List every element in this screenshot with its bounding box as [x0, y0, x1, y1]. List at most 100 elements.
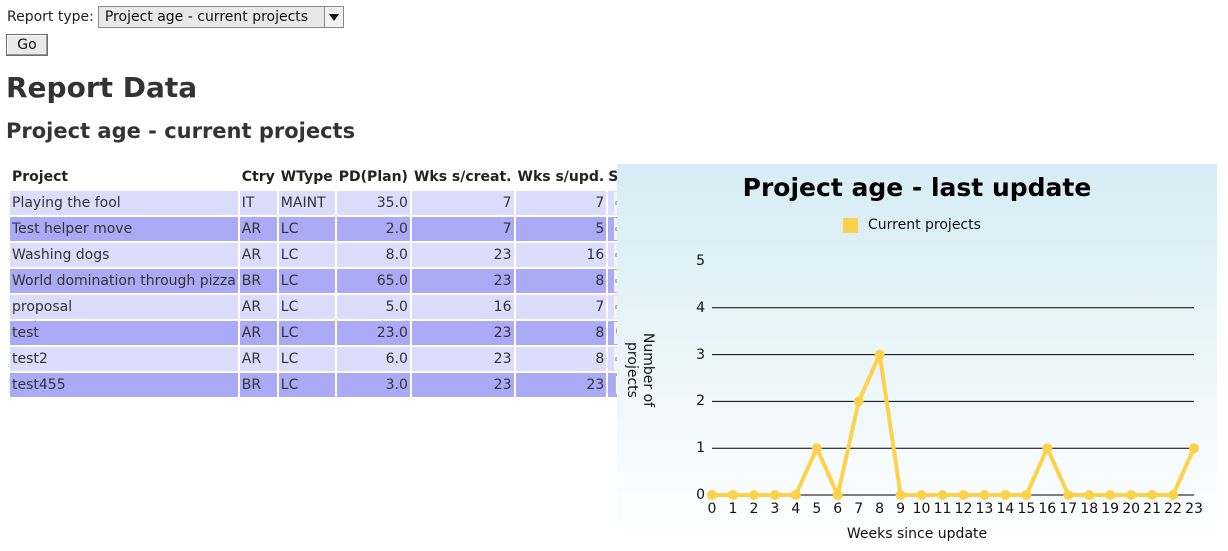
- cell-wks-upd: 8: [515, 269, 607, 293]
- cell-ctry: AR: [239, 347, 277, 371]
- y-tick-label: 0: [696, 487, 705, 503]
- cell-wtype: MAINT: [278, 191, 335, 215]
- data-point: [916, 490, 927, 500]
- cell-ctry: IT: [239, 191, 277, 215]
- x-tick-label: 11: [933, 501, 952, 517]
- data-point: [748, 490, 759, 500]
- cell-wks-upd: 8: [515, 347, 607, 371]
- data-point: [895, 490, 906, 500]
- x-tick-label: 21: [1143, 501, 1161, 517]
- data-point: [1105, 490, 1116, 500]
- cell-wtype: LC: [278, 373, 335, 397]
- x-tick-label: 22: [1164, 501, 1182, 517]
- x-tick-label: 19: [1101, 501, 1120, 517]
- cell-project[interactable]: Playing the fool: [10, 191, 238, 215]
- line-chart: [707, 307, 1199, 500]
- x-tick-label: 8: [875, 501, 885, 517]
- go-button[interactable]: Go: [6, 34, 48, 56]
- header-pd-plan: PD(Plan): [336, 165, 410, 189]
- chart-legend: Current projects: [843, 217, 981, 233]
- x-axis-label: Weeks since update: [846, 526, 988, 542]
- cell-project[interactable]: test2: [10, 347, 238, 371]
- cell-ctry: BR: [239, 373, 277, 397]
- cell-wks-creat: 16: [411, 295, 514, 319]
- cell-wks-creat: 23: [411, 321, 514, 345]
- y-axis-label: Number of projects: [624, 332, 656, 408]
- cell-pd-plan: 3.0: [336, 373, 410, 397]
- header-ctry: Ctry: [239, 165, 277, 189]
- data-point: [874, 349, 885, 360]
- x-tick-label: 12: [954, 501, 973, 517]
- cell-wtype: LC: [278, 321, 335, 345]
- table-row: proposal AR LC 5.0 16 7: [10, 295, 642, 319]
- cell-pd-plan: 2.0: [336, 217, 410, 241]
- x-tick-label: 7: [854, 501, 864, 517]
- x-tick-label: 9: [896, 501, 906, 517]
- cell-project[interactable]: test455: [10, 373, 238, 397]
- cell-wks-creat: 23: [411, 373, 514, 397]
- cell-pd-plan: 35.0: [336, 191, 410, 215]
- report-type-select[interactable]: Project age - current projects: [97, 6, 344, 28]
- cell-project[interactable]: World domination through pizza: [10, 269, 238, 293]
- data-point: [727, 490, 738, 500]
- table-row: test455 BR LC 3.0 23 23: [10, 373, 642, 397]
- x-tick-label: 23: [1185, 501, 1203, 517]
- x-tick-label: 15: [1017, 501, 1036, 517]
- report-title: Project age - current projects: [6, 119, 356, 143]
- data-point: [1042, 443, 1053, 454]
- x-tick-label: 20: [1122, 501, 1141, 517]
- cell-wks-creat: 7: [411, 217, 514, 241]
- data-point: [979, 490, 990, 500]
- cell-project[interactable]: Washing dogs: [10, 243, 238, 267]
- data-point: [1000, 490, 1011, 500]
- cell-ctry: AR: [239, 243, 277, 267]
- cell-wtype: LC: [278, 347, 335, 371]
- cell-project[interactable]: test: [10, 321, 238, 345]
- legend-label: Current projects: [868, 217, 981, 233]
- cell-pd-plan: 65.0: [336, 269, 410, 293]
- report-table: Project Ctry WType PD(Plan) Wks s/creat.…: [8, 163, 643, 399]
- y-tick-label: 5: [696, 253, 705, 269]
- x-tick-label: 16: [1038, 501, 1057, 517]
- cell-wtype: LC: [278, 243, 335, 267]
- cell-project[interactable]: Test helper move: [10, 217, 238, 241]
- data-point: [937, 490, 948, 500]
- x-tick-label: 6: [833, 501, 843, 517]
- report-type-value: Project age - current projects: [104, 9, 309, 25]
- data-point: [790, 490, 801, 500]
- cell-wks-upd: 7: [515, 295, 607, 319]
- x-tick-label: 3: [770, 501, 780, 517]
- cell-project[interactable]: proposal: [10, 295, 238, 319]
- data-point: [1168, 490, 1179, 500]
- dropdown-arrow-icon[interactable]: [323, 7, 343, 27]
- cell-wks-creat: 23: [411, 243, 514, 267]
- cell-ctry: AR: [239, 295, 277, 319]
- page-title: Report Data: [6, 71, 198, 104]
- x-tick-label: 0: [707, 501, 717, 517]
- data-point: [1147, 490, 1158, 500]
- report-type-label: Report type:: [7, 9, 94, 25]
- header-project: Project: [10, 165, 238, 189]
- data-point: [1063, 490, 1074, 500]
- series-line: [712, 352, 1196, 497]
- header-wks-creat: Wks s/creat.: [411, 165, 514, 189]
- x-tick-label: 18: [1080, 501, 1099, 517]
- legend-swatch: [843, 217, 858, 233]
- cell-pd-plan: 8.0: [336, 243, 410, 267]
- table-row: World domination through pizza BR LC 65.0 23…: [10, 269, 642, 293]
- data-point: [1189, 443, 1199, 454]
- cell-wks-upd: 23: [515, 373, 607, 397]
- data-point: [832, 490, 843, 500]
- cell-wks-creat: 23: [411, 269, 514, 293]
- y-tick-label: 2: [696, 393, 705, 410]
- table-row: Test helper move AR LC 2.0 7 5: [10, 217, 642, 241]
- x-tick-label: 10: [912, 501, 931, 517]
- report-type-row: Report type: Project age - current proje…: [7, 5, 344, 29]
- data-point: [1126, 490, 1137, 500]
- table-row: Playing the fool IT MAINT 35.0 7 7: [10, 191, 642, 215]
- cell-wtype: LC: [278, 269, 335, 293]
- cell-pd-plan: 5.0: [336, 295, 410, 319]
- header-wks-upd: Wks s/upd.: [515, 165, 607, 189]
- chart-title: Project age - last update: [742, 173, 1092, 202]
- data-point: [1084, 490, 1095, 500]
